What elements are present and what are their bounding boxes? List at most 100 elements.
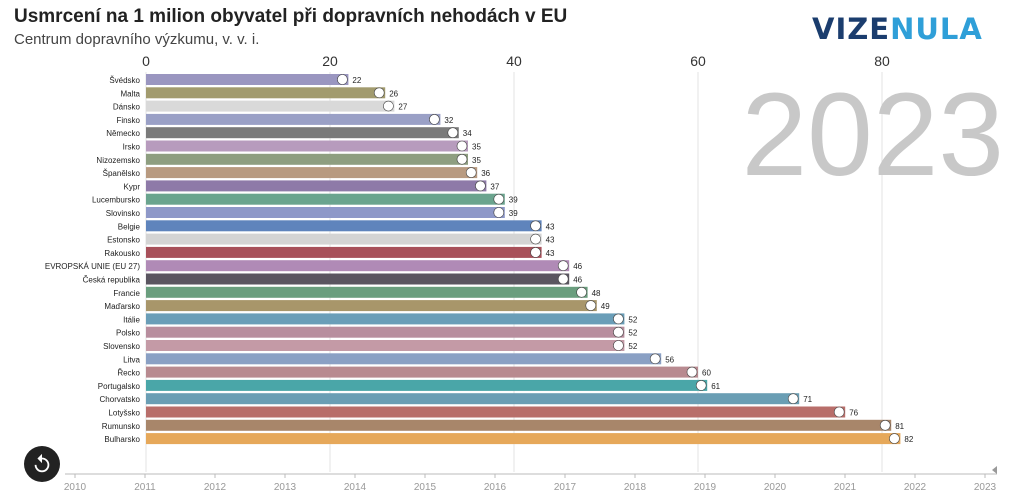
bar[interactable] xyxy=(146,393,800,405)
value-label: 46 xyxy=(573,262,582,271)
value-label: 26 xyxy=(389,89,398,98)
chart-title: Usmrcení na 1 milion obyvatel při doprav… xyxy=(14,6,568,27)
timeline-year-label[interactable]: 2020 xyxy=(764,482,787,493)
lithuania-flag-icon xyxy=(649,353,661,365)
timeline-year-label[interactable]: 2013 xyxy=(274,482,297,493)
bar[interactable] xyxy=(146,113,441,125)
bar[interactable] xyxy=(146,246,542,258)
bar[interactable] xyxy=(146,366,698,378)
bar[interactable] xyxy=(146,153,468,165)
timeline-year-label[interactable]: 2016 xyxy=(484,482,507,493)
current-year-label: 2023 xyxy=(741,69,1004,201)
slovakia-flag-icon xyxy=(613,340,624,351)
bar[interactable] xyxy=(146,300,597,312)
bar[interactable] xyxy=(146,127,459,139)
timeline-year-label[interactable]: 2011 xyxy=(134,482,156,493)
bar[interactable] xyxy=(146,419,892,431)
bar[interactable] xyxy=(146,74,349,85)
estonia-flag-icon xyxy=(530,233,541,245)
value-label: 35 xyxy=(472,143,481,152)
bar[interactable] xyxy=(146,233,542,245)
bar[interactable] xyxy=(146,180,487,192)
bar[interactable] xyxy=(146,340,625,351)
value-label: 49 xyxy=(601,302,610,311)
timeline-year-label[interactable]: 2019 xyxy=(694,482,717,493)
category-label: Lotyšsko xyxy=(108,409,140,418)
bar[interactable] xyxy=(146,207,505,218)
bar[interactable] xyxy=(146,87,386,99)
bar[interactable] xyxy=(146,100,395,112)
bar[interactable] xyxy=(146,286,588,298)
bar[interactable] xyxy=(146,193,505,205)
croatia-flag-icon xyxy=(787,393,799,405)
value-label: 61 xyxy=(711,382,720,391)
value-label: 39 xyxy=(509,196,518,205)
value-label: 39 xyxy=(509,209,518,218)
timeline-year-label[interactable]: 2018 xyxy=(624,482,647,493)
timeline-year-label[interactable]: 2010 xyxy=(64,482,87,493)
timeline-handle[interactable] xyxy=(992,466,997,474)
bulgaria-flag-icon xyxy=(889,433,900,444)
category-label: Finsko xyxy=(116,116,140,125)
eu-flag-icon xyxy=(557,260,569,272)
logo-text-right: NULA xyxy=(890,12,983,46)
value-label: 43 xyxy=(546,249,555,258)
netherlands-flag-icon xyxy=(456,154,468,165)
value-label: 82 xyxy=(904,435,913,444)
value-label: 52 xyxy=(628,342,637,351)
value-label: 46 xyxy=(573,276,582,285)
value-label: 34 xyxy=(463,129,472,138)
category-label: Itálie xyxy=(123,315,140,324)
bar[interactable] xyxy=(146,406,846,418)
x-tick-label: 0 xyxy=(142,53,150,69)
replay-button[interactable] xyxy=(24,446,60,482)
bar[interactable] xyxy=(146,313,625,325)
category-label: Česká republika xyxy=(83,276,141,285)
bar[interactable] xyxy=(146,140,468,152)
hungary-flag-icon xyxy=(585,300,597,311)
italy-flag-icon xyxy=(613,313,624,325)
category-label: Kypr xyxy=(124,182,141,191)
category-label: Rakousko xyxy=(104,249,140,258)
category-label: Francie xyxy=(113,289,140,298)
category-label: Maďarsko xyxy=(104,302,140,311)
value-label: 43 xyxy=(546,222,555,231)
category-label: Rumunsko xyxy=(102,422,141,431)
luxembourg-flag-icon xyxy=(493,193,505,205)
category-label: Nizozemsko xyxy=(96,156,140,165)
category-label: Polsko xyxy=(116,329,141,338)
bar[interactable] xyxy=(146,260,570,272)
timeline-year-label[interactable]: 2017 xyxy=(554,482,577,493)
timeline-year-label[interactable]: 2021 xyxy=(834,482,857,493)
sweden-flag-icon xyxy=(337,74,348,85)
value-label: 71 xyxy=(803,395,812,404)
bar[interactable] xyxy=(146,433,901,445)
timeline-year-label[interactable]: 2014 xyxy=(344,482,367,493)
timeline-year-label[interactable]: 2012 xyxy=(204,482,227,493)
category-label: Chorvatsko xyxy=(100,395,141,404)
x-tick-label: 20 xyxy=(322,53,338,69)
greece-flag-icon xyxy=(686,366,698,378)
timeline-year-label[interactable]: 2015 xyxy=(414,482,437,493)
spain-flag-icon xyxy=(465,167,477,178)
value-label: 35 xyxy=(472,156,481,165)
timeline-year-label[interactable]: 2023 xyxy=(974,482,997,493)
slovenia-flag-icon xyxy=(493,207,505,218)
category-label: Malta xyxy=(120,89,140,98)
category-label: Bulharsko xyxy=(104,435,140,444)
bar[interactable] xyxy=(146,273,570,285)
bar[interactable] xyxy=(146,167,478,179)
category-label: Španělsko xyxy=(103,169,141,178)
value-label: 81 xyxy=(895,422,904,431)
category-label: Slovinsko xyxy=(106,209,141,218)
bar[interactable] xyxy=(146,326,625,338)
vize-nula-logo[interactable]: VIZE NULA xyxy=(812,12,983,46)
bar[interactable] xyxy=(146,379,708,391)
portugal-flag-icon xyxy=(695,380,707,391)
bar[interactable] xyxy=(146,353,662,365)
value-label: 76 xyxy=(849,409,858,418)
category-label: Litva xyxy=(123,355,140,364)
bar[interactable] xyxy=(146,220,542,232)
category-label: Slovensko xyxy=(103,342,140,351)
timeline-year-label[interactable]: 2022 xyxy=(904,482,927,493)
